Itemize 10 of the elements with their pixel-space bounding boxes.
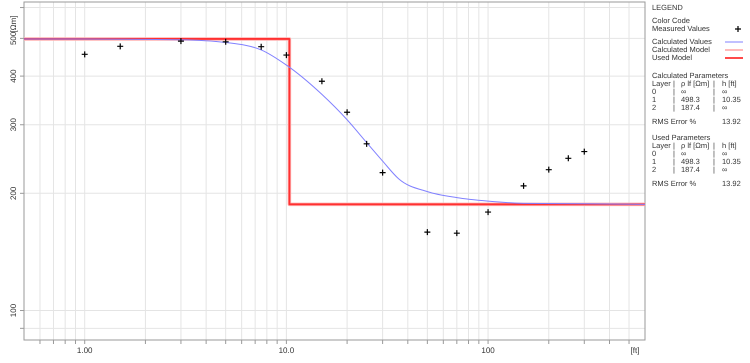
y-axis-title: [Ωm] (9, 15, 18, 33)
x-tick-label: 10.0 (278, 346, 295, 355)
y-tick-label: 300 (9, 118, 18, 132)
y-tick-label: 200 (9, 186, 18, 200)
y-tick-label: 400 (9, 68, 18, 83)
x-axis-title: [ft] (630, 346, 640, 355)
y-tick-label: 500 (9, 31, 18, 46)
y-tick-label: 100 (9, 303, 18, 318)
x-tick-label: 1.00 (76, 346, 94, 355)
x-tick-label: 100 (481, 346, 496, 355)
